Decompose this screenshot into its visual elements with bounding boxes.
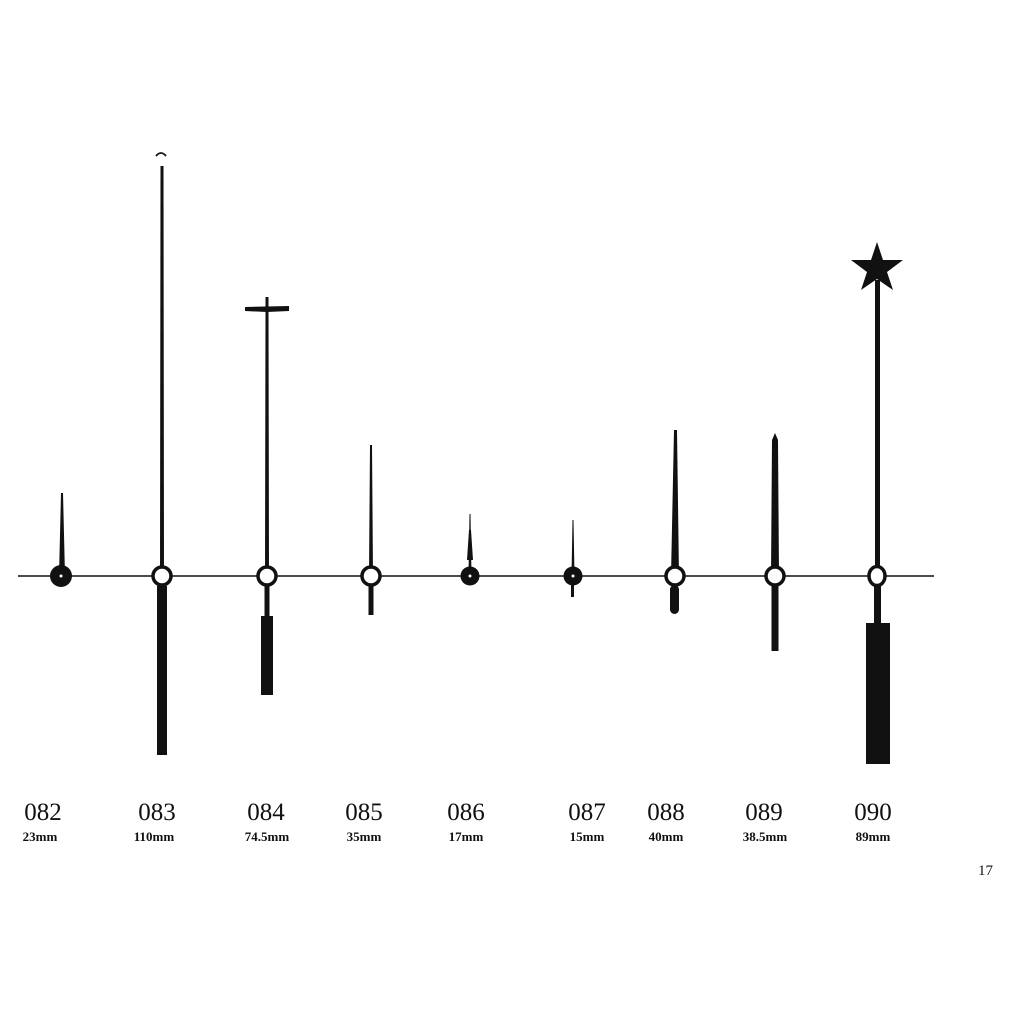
hand-084 [245,297,289,695]
hand-090-length: 89mm [855,829,891,844]
hand-083-length: 110mm [133,829,175,844]
hand-089-blade [771,433,779,576]
hand-088-length: 40mm [648,829,684,844]
hand-090 [851,242,903,764]
hand-085-hub [360,565,382,587]
hand-084-length: 74.5mm [244,829,290,844]
hand-083-arc-tip [155,152,167,157]
hand-088-code: 088 [647,799,685,826]
hand-082-length: 23mm [22,829,58,844]
hand-083-hub [151,565,173,587]
hand-090-hub [867,564,887,588]
hand-084-hub [256,565,278,587]
hand-085-blade [369,445,373,576]
hand-089-tail [771,585,779,651]
page-number: 17 [978,863,993,879]
hand-084-code: 084 [247,799,285,826]
hand-088-blade [671,430,679,576]
hand-088 [664,430,686,614]
hand-086-pinhole [468,574,472,578]
hand-087-blade [571,520,575,576]
hand-088-hub [664,565,686,587]
hand-083 [151,152,173,755]
hand-084-tail-weight [261,616,273,695]
hand-090-blade [875,280,880,576]
hand-086-bulge [467,530,473,560]
hand-088-tail [670,585,679,614]
hand-085-tail [368,585,374,615]
hand-085 [360,445,382,615]
hand-086-length: 17mm [448,829,484,844]
hand-087-tail [571,582,574,597]
hand-082-pinhole [59,574,63,578]
hand-089-length: 38.5mm [742,829,788,844]
hand-082 [50,493,72,587]
hand-090-star [851,242,903,290]
hand-089-code: 089 [745,799,783,826]
hand-089 [764,433,786,651]
hand-084-blade [265,309,269,576]
hand-083-tail [157,586,167,755]
hand-085-code: 085 [345,799,383,826]
hand-090-tail-weight [866,623,890,764]
hand-084-tip [265,297,269,309]
hand-083-blade [160,166,164,576]
hand-082-blade [59,493,65,576]
hand-087 [563,520,583,597]
hand-086-code: 086 [447,799,485,826]
hand-086 [460,514,480,586]
hand-090-code: 090 [854,799,892,826]
hand-087-code: 087 [568,799,606,826]
hand-083-code: 083 [138,799,176,826]
hand-085-length: 35mm [346,829,382,844]
hand-087-pinhole [571,574,575,578]
hand-089-hub [764,565,786,587]
hand-084-tail-stem [264,586,270,618]
hand-090-tail-stem [874,586,881,626]
hand-082-code: 082 [24,799,62,826]
hand-087-length: 15mm [569,829,605,844]
